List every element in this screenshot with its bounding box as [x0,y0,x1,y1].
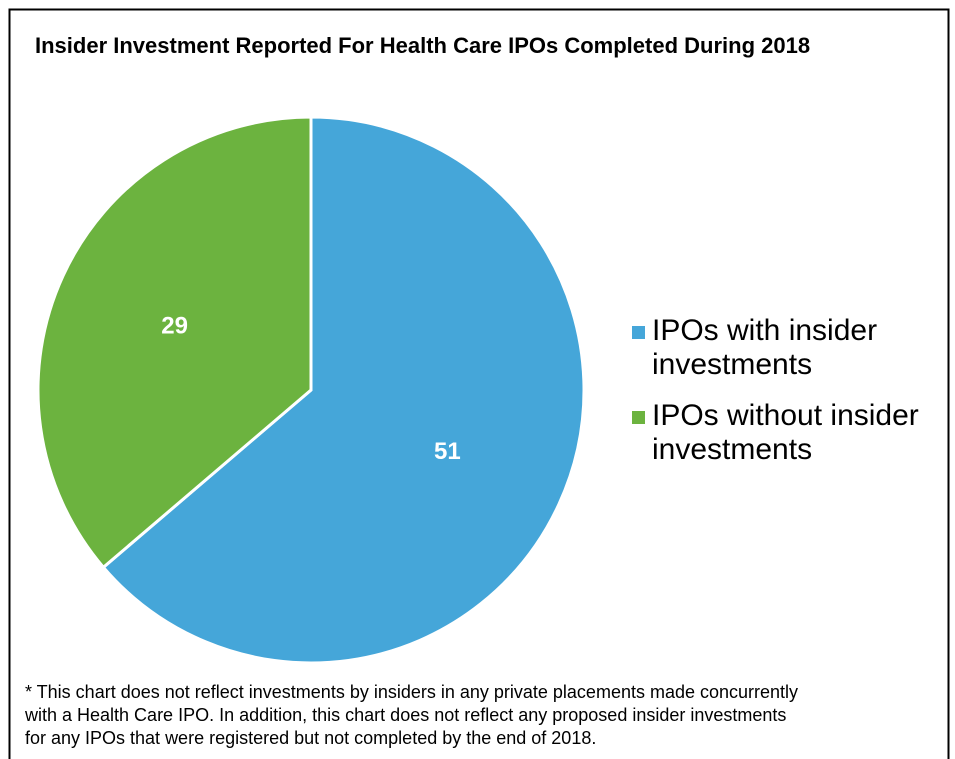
frame [8,8,950,759]
legend-swatch [632,411,645,424]
data-label: 51 [434,438,461,465]
pie-slice [101,115,586,665]
chart-title: Insider Investment Reported For Health C… [35,33,811,58]
footnote: * This chart does not reflect investment… [25,682,798,702]
legend-entry: IPOs without insider investments [632,399,924,467]
legend-label: IPOs with insider investments [652,314,878,381]
legend-swatch [632,326,645,339]
pie-slice [36,115,313,570]
legend-entry: IPOs with insider investments [632,314,924,382]
footnote: for any IPOs that were registered but no… [25,728,596,748]
legend-label: IPOs without insider investments [652,399,919,466]
data-label: 29 [161,312,188,339]
footnote: with a Health Care IPO. In addition, thi… [24,705,786,725]
